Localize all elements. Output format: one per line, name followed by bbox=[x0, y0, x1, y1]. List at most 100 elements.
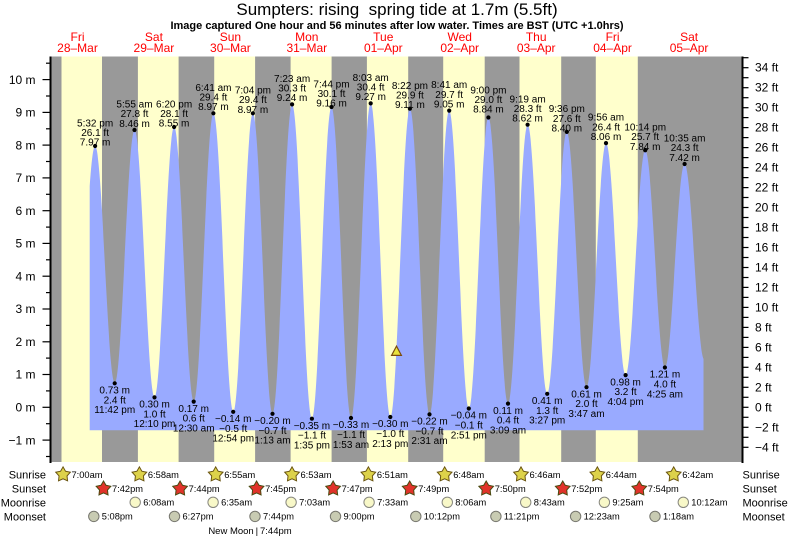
svg-text:30.4 ft: 30.4 ft bbox=[357, 83, 385, 94]
svg-text:9:25am: 9:25am bbox=[612, 498, 643, 508]
svg-text:Sunrise: Sunrise bbox=[9, 470, 46, 482]
svg-text:7:23 am: 7:23 am bbox=[274, 74, 310, 85]
svg-text:3.2 ft: 3.2 ft bbox=[614, 387, 636, 398]
svg-text:28.3 ft: 28.3 ft bbox=[514, 104, 542, 115]
svg-text:29.9 ft: 29.9 ft bbox=[396, 91, 424, 102]
svg-text:5 m: 5 m bbox=[15, 237, 35, 251]
svg-text:11:21pm: 11:21pm bbox=[504, 512, 540, 522]
svg-text:01–Apr: 01–Apr bbox=[364, 41, 403, 55]
svg-text:−2 ft: −2 ft bbox=[755, 420, 779, 434]
svg-text:8:03 am: 8:03 am bbox=[353, 73, 389, 84]
svg-text:16 ft: 16 ft bbox=[755, 241, 779, 255]
svg-text:6:08am: 6:08am bbox=[143, 498, 174, 508]
svg-text:9.11 m: 9.11 m bbox=[395, 100, 425, 111]
svg-text:10:35 am: 10:35 am bbox=[664, 134, 706, 145]
svg-text:3 m: 3 m bbox=[15, 302, 35, 316]
svg-text:8.06 m: 8.06 m bbox=[591, 132, 622, 143]
svg-text:7:50pm: 7:50pm bbox=[495, 484, 526, 494]
svg-text:10:12am: 10:12am bbox=[691, 498, 727, 508]
svg-text:2 m: 2 m bbox=[15, 335, 35, 349]
svg-text:30–Mar: 30–Mar bbox=[210, 41, 251, 55]
svg-text:Mon: Mon bbox=[295, 30, 318, 44]
svg-text:7:52pm: 7:52pm bbox=[571, 484, 602, 494]
svg-text:29.7 ft: 29.7 ft bbox=[435, 90, 463, 101]
svg-text:9:00pm: 9:00pm bbox=[344, 512, 375, 522]
svg-text:8.84 m: 8.84 m bbox=[473, 105, 504, 116]
svg-text:0 m: 0 m bbox=[15, 401, 35, 415]
svg-text:0.61 m: 0.61 m bbox=[571, 389, 602, 400]
svg-text:6:48am: 6:48am bbox=[453, 470, 484, 480]
svg-text:03–Apr: 03–Apr bbox=[517, 41, 556, 55]
svg-text:10:14 pm: 10:14 pm bbox=[624, 123, 666, 134]
svg-text:9.27 m: 9.27 m bbox=[355, 92, 386, 103]
svg-text:−1.1 ft: −1.1 ft bbox=[298, 431, 326, 442]
svg-text:28–Mar: 28–Mar bbox=[57, 41, 98, 55]
svg-text:30.1 ft: 30.1 ft bbox=[318, 89, 346, 100]
svg-text:29–Mar: 29–Mar bbox=[134, 41, 175, 55]
svg-text:8 ft: 8 ft bbox=[755, 320, 772, 334]
svg-text:1 m: 1 m bbox=[15, 368, 35, 382]
svg-text:5:55 am: 5:55 am bbox=[116, 100, 152, 111]
svg-text:0.17 m: 0.17 m bbox=[178, 404, 209, 415]
svg-text:9.24 m: 9.24 m bbox=[277, 93, 308, 104]
svg-text:9:36 pm: 9:36 pm bbox=[549, 104, 585, 115]
svg-text:32 ft: 32 ft bbox=[755, 81, 779, 95]
svg-text:−0.5 ft: −0.5 ft bbox=[219, 424, 247, 435]
svg-text:Sunset: Sunset bbox=[12, 484, 46, 496]
svg-text:14 ft: 14 ft bbox=[755, 261, 779, 275]
svg-text:0.4 ft: 0.4 ft bbox=[497, 416, 519, 427]
svg-text:11:42 pm: 11:42 pm bbox=[94, 405, 135, 416]
svg-text:8.97 m: 8.97 m bbox=[198, 102, 229, 113]
svg-text:6:42am: 6:42am bbox=[682, 470, 713, 480]
svg-text:8.97 m: 8.97 m bbox=[238, 105, 269, 116]
svg-text:Moonrise: Moonrise bbox=[743, 497, 788, 509]
svg-text:22 ft: 22 ft bbox=[755, 181, 779, 195]
svg-text:12:23am: 12:23am bbox=[584, 512, 620, 522]
svg-text:7:04 pm: 7:04 pm bbox=[235, 86, 271, 97]
svg-text:1:18am: 1:18am bbox=[663, 512, 694, 522]
svg-text:29.0 ft: 29.0 ft bbox=[474, 95, 502, 106]
svg-text:Sat: Sat bbox=[680, 30, 699, 44]
svg-text:7:54pm: 7:54pm bbox=[648, 484, 679, 494]
svg-text:34 ft: 34 ft bbox=[755, 61, 779, 75]
svg-text:−0.35 m: −0.35 m bbox=[294, 421, 330, 432]
svg-text:7:49pm: 7:49pm bbox=[418, 484, 449, 494]
svg-text:8:43am: 8:43am bbox=[534, 498, 565, 508]
svg-text:20 ft: 20 ft bbox=[755, 201, 779, 215]
svg-text:24 ft: 24 ft bbox=[755, 161, 779, 175]
svg-text:Image captured One hour and 56: Image captured One hour and 56 minutes a… bbox=[170, 20, 623, 32]
svg-text:−0.22 m: −0.22 m bbox=[411, 417, 447, 428]
svg-text:3:47 am: 3:47 am bbox=[568, 409, 604, 420]
svg-text:4 ft: 4 ft bbox=[755, 360, 772, 374]
svg-text:6:58am: 6:58am bbox=[148, 470, 179, 480]
svg-text:6:51am: 6:51am bbox=[377, 470, 408, 480]
svg-text:Sumpters: rising spring tide: Sumpters: rising spring tide at 1.7m (5.… bbox=[236, 0, 557, 19]
svg-text:Moonrise: Moonrise bbox=[1, 497, 46, 509]
svg-text:8.62 m: 8.62 m bbox=[512, 114, 543, 125]
svg-text:7:45pm: 7:45pm bbox=[265, 484, 296, 494]
svg-text:0 ft: 0 ft bbox=[755, 400, 772, 414]
svg-text:New Moon | 7:44pm: New Moon | 7:44pm bbox=[208, 526, 291, 537]
svg-text:26 ft: 26 ft bbox=[755, 141, 779, 155]
svg-text:9:19 am: 9:19 am bbox=[510, 94, 546, 105]
svg-text:12 ft: 12 ft bbox=[755, 280, 779, 294]
svg-text:0.30 m: 0.30 m bbox=[139, 400, 170, 411]
svg-text:28 ft: 28 ft bbox=[755, 121, 779, 135]
svg-text:8 m: 8 m bbox=[15, 138, 35, 152]
svg-text:Moonset: Moonset bbox=[743, 511, 785, 523]
svg-text:0.6 ft: 0.6 ft bbox=[183, 414, 205, 425]
svg-text:2:13 pm: 2:13 pm bbox=[372, 439, 408, 450]
svg-text:7:42pm: 7:42pm bbox=[112, 484, 143, 494]
svg-text:8.55 m: 8.55 m bbox=[159, 119, 190, 130]
svg-text:6:20 pm: 6:20 pm bbox=[156, 99, 192, 110]
svg-text:Thu: Thu bbox=[526, 30, 547, 44]
svg-text:Sunrise: Sunrise bbox=[743, 470, 780, 482]
svg-text:7.42 m: 7.42 m bbox=[669, 153, 700, 164]
svg-text:2.0 ft: 2.0 ft bbox=[575, 399, 597, 410]
svg-text:27.6 ft: 27.6 ft bbox=[553, 114, 581, 125]
svg-text:Sun: Sun bbox=[220, 30, 241, 44]
svg-text:Fri: Fri bbox=[606, 30, 620, 44]
svg-text:2 ft: 2 ft bbox=[755, 380, 772, 394]
svg-text:3:27 pm: 3:27 pm bbox=[529, 416, 565, 427]
svg-text:Moonset: Moonset bbox=[4, 511, 46, 523]
